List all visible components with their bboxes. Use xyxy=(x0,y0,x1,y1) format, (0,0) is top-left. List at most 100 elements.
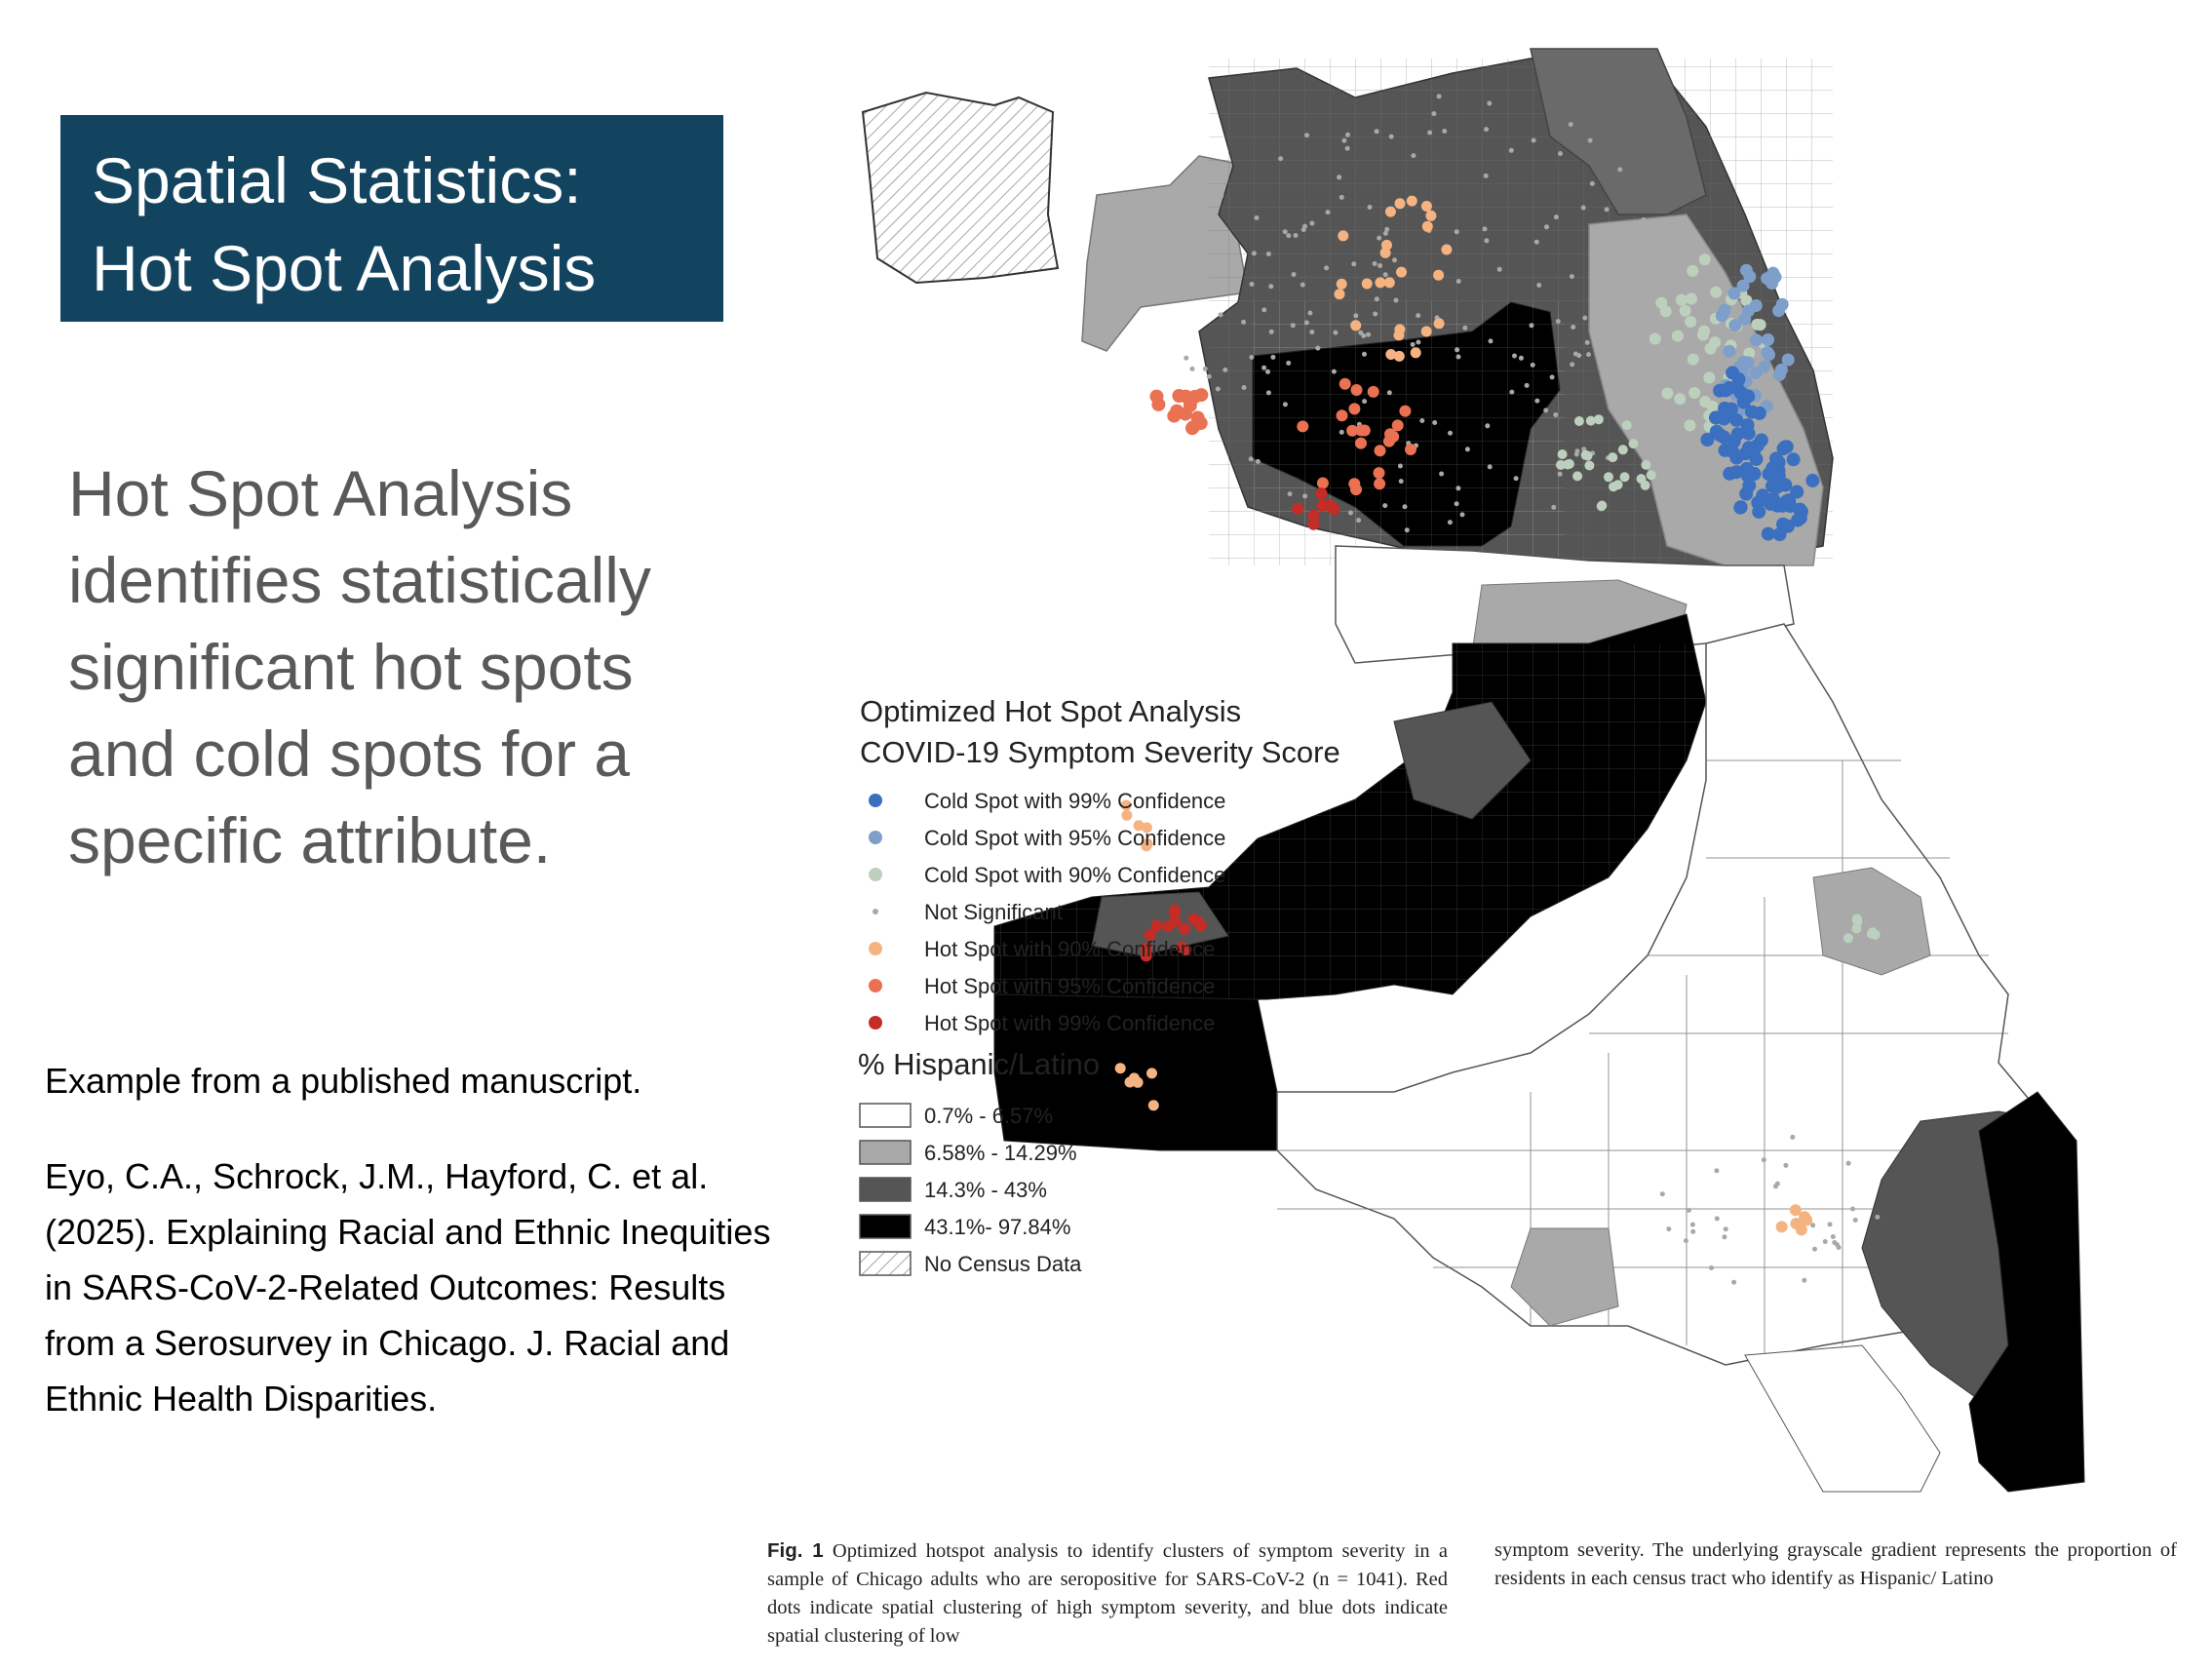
map-point xyxy=(1649,332,1661,345)
map-point xyxy=(1783,1162,1789,1168)
map-point xyxy=(1149,389,1164,404)
map-point xyxy=(1432,420,1438,425)
map-point xyxy=(1587,137,1593,143)
map-point xyxy=(1742,479,1757,492)
map-point xyxy=(1496,266,1502,272)
map-point xyxy=(1518,355,1524,361)
map-point xyxy=(1307,310,1313,316)
map-point xyxy=(1249,355,1255,360)
map-point xyxy=(1249,282,1255,287)
map-point xyxy=(1393,330,1405,341)
map-point xyxy=(1593,414,1604,425)
map-point xyxy=(1589,180,1595,186)
map-point xyxy=(1508,147,1514,153)
map-point xyxy=(1300,227,1306,233)
map-point xyxy=(1584,460,1595,471)
map-point xyxy=(1324,265,1330,271)
map-point xyxy=(1710,286,1723,298)
map-point xyxy=(1698,325,1710,337)
map-point xyxy=(1533,239,1539,245)
map-point xyxy=(1374,296,1379,302)
map-point xyxy=(1421,220,1433,232)
map-point xyxy=(1325,210,1331,215)
map-point xyxy=(1410,347,1421,359)
map-point xyxy=(1781,353,1795,367)
map-point xyxy=(1351,261,1357,267)
map-point xyxy=(1386,390,1392,396)
map-point xyxy=(1698,253,1711,266)
map-point xyxy=(1727,434,1741,448)
map-point xyxy=(1754,319,1766,331)
map-point xyxy=(1727,287,1741,300)
map-point xyxy=(1718,303,1731,317)
map-point xyxy=(1375,277,1386,289)
map-point xyxy=(1341,137,1347,143)
map-point xyxy=(1339,194,1344,200)
map-point xyxy=(1114,1063,1126,1074)
map-point xyxy=(1420,201,1432,212)
figure-caption-right: symptom severity. The underlying graysca… xyxy=(1494,1539,2177,1589)
map-point xyxy=(1367,205,1373,210)
map-point xyxy=(1743,270,1757,284)
map-point xyxy=(1315,487,1328,500)
map-point xyxy=(1790,1218,1803,1229)
map-point xyxy=(1133,820,1145,832)
map-point xyxy=(1346,424,1359,437)
map-point xyxy=(1455,279,1461,284)
map-point xyxy=(1604,207,1610,213)
map-point xyxy=(1536,283,1542,288)
map-point xyxy=(1585,415,1596,426)
map-point xyxy=(1749,451,1764,466)
map-point xyxy=(1714,1216,1720,1222)
map-point xyxy=(1205,262,1211,268)
map-point xyxy=(1265,252,1271,256)
map-point xyxy=(1799,1211,1811,1224)
map-point xyxy=(1544,224,1549,230)
map-point xyxy=(1333,330,1339,335)
map-point xyxy=(1448,430,1453,436)
map-point xyxy=(1683,1238,1688,1244)
map-point xyxy=(1574,448,1580,454)
map-point xyxy=(1719,383,1733,398)
map-point xyxy=(1189,366,1195,371)
map-point xyxy=(1372,261,1378,266)
map-point xyxy=(1251,251,1257,256)
map-point xyxy=(1729,450,1744,465)
map-point xyxy=(1431,111,1437,117)
map-point xyxy=(1338,230,1349,242)
map-point xyxy=(1169,914,1182,927)
map-point xyxy=(1487,464,1493,470)
map-point xyxy=(1334,289,1345,300)
map-point xyxy=(1747,467,1762,481)
map-point xyxy=(1729,465,1744,480)
map-point xyxy=(1761,1157,1766,1163)
map-point xyxy=(1268,329,1274,334)
map-point xyxy=(1402,504,1408,510)
hot-cold-spot-points xyxy=(1114,94,1881,1285)
map-point xyxy=(1822,1239,1828,1244)
map-point xyxy=(1616,281,1622,287)
map-point xyxy=(1720,407,1734,421)
map-point xyxy=(1427,130,1433,136)
map-point xyxy=(1718,443,1732,457)
map-point xyxy=(1572,351,1578,357)
map-region-far-north xyxy=(1530,48,1707,215)
map-point xyxy=(1775,1221,1788,1233)
map-point xyxy=(1769,451,1783,466)
map-point xyxy=(1628,439,1639,449)
map-point xyxy=(1433,318,1445,330)
map-point xyxy=(1850,1206,1855,1212)
legend-fill-label: 6.58% - 14.29% xyxy=(924,1141,1077,1165)
figure-caption-left: Fig. 1 Optimized hotspot analysis to ide… xyxy=(767,1536,1448,1651)
map-point xyxy=(1485,423,1491,429)
map-point xyxy=(1582,450,1593,461)
map-point xyxy=(1202,366,1208,371)
map-point xyxy=(1394,198,1406,210)
map-point xyxy=(1529,323,1534,329)
map-point xyxy=(1150,919,1163,932)
map-point xyxy=(1297,420,1309,433)
map-point xyxy=(1382,230,1388,236)
map-point xyxy=(1350,320,1362,331)
map-point xyxy=(1361,332,1367,338)
map-point xyxy=(1790,485,1805,499)
